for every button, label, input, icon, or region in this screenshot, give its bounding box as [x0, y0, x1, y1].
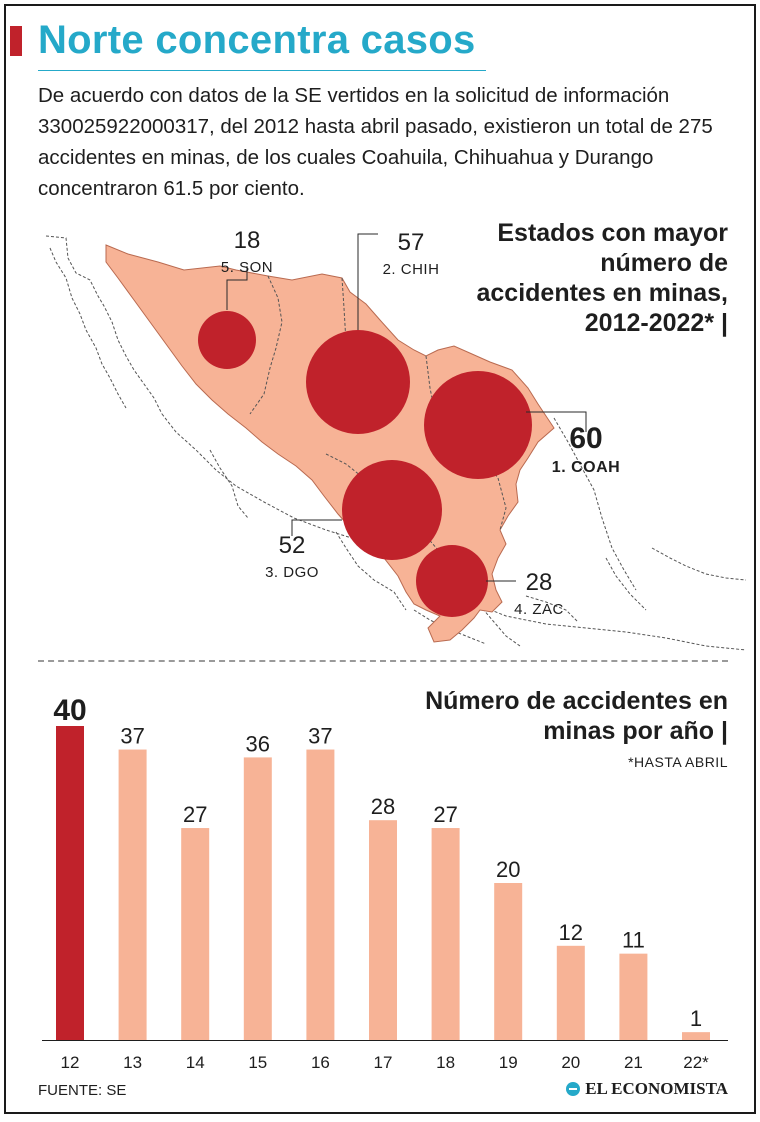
state-borders	[45, 235, 747, 651]
data-label: 28	[371, 794, 395, 819]
state-border-line	[161, 413, 447, 587]
title-rule	[38, 70, 486, 71]
leader-dgo	[291, 519, 342, 536]
data-label: 40	[53, 694, 86, 727]
bar-21	[619, 953, 648, 1040]
state-label-coah: 1. COAH	[552, 459, 620, 476]
x-tick-label: 16	[311, 1053, 330, 1072]
state-border-line	[209, 449, 249, 519]
state-border-line	[553, 417, 637, 591]
bar-12	[56, 726, 84, 1040]
bar-chart: 40 12 37 13 27 14 36 15 37 16 28 17 27 18 20 19 12 20 11 21…	[42, 694, 728, 1072]
data-label: 20	[496, 857, 520, 882]
chart-heading: Número de accidentes en minas por año |	[425, 687, 728, 745]
x-tick-label: 21	[624, 1053, 643, 1072]
bubble-son	[198, 311, 256, 369]
brand-icon	[566, 1082, 581, 1096]
state-label-dgo: 3. DGO	[265, 564, 319, 581]
state-bubbles	[198, 311, 532, 617]
bar-13	[118, 749, 147, 1040]
x-tick-label: 14	[186, 1053, 205, 1072]
bar-22*	[682, 1032, 710, 1040]
bar-18	[431, 828, 460, 1040]
state-border-line	[525, 595, 579, 623]
leader-chih	[357, 233, 378, 330]
data-label: 27	[183, 802, 207, 827]
state-border-line	[49, 247, 127, 409]
state-border-line	[605, 557, 647, 611]
bar-15	[243, 757, 272, 1040]
x-tick-label: 17	[374, 1053, 393, 1072]
source-note: FUENTE: SE	[38, 1082, 127, 1099]
bar-20	[556, 945, 585, 1040]
x-tick-label: 22*	[683, 1053, 709, 1072]
state-border-line	[45, 235, 163, 415]
data-label: 37	[120, 724, 144, 749]
bubble-dgo	[342, 460, 442, 560]
value-label-dgo: 52	[279, 532, 306, 559]
infographic: Norte concentra casos De acuerdo con dat…	[4, 4, 756, 1114]
data-label: 12	[559, 920, 583, 945]
bar-17	[369, 820, 397, 1040]
state-border-line	[335, 531, 407, 611]
state-label-son: 5. SON	[221, 259, 273, 276]
inner-state-border	[249, 275, 283, 415]
leader-coah	[526, 411, 587, 432]
data-label: 37	[308, 724, 332, 749]
state-border-line	[651, 547, 747, 581]
chart-footnote: *HASTA ABRIL	[628, 754, 728, 770]
value-label-chih: 57	[398, 229, 425, 256]
brand-logo: EL ECONOMISTA	[566, 1079, 728, 1099]
x-tick-label: 12	[61, 1053, 80, 1072]
value-label-zac: 28	[526, 569, 553, 596]
bubble-chih	[306, 330, 410, 434]
x-tick-label: 18	[436, 1053, 455, 1072]
intro-text: De acuerdo con datos de la SE vertidos e…	[38, 84, 713, 200]
bar-19	[494, 883, 523, 1040]
leader-son	[226, 266, 248, 310]
section-divider	[38, 660, 728, 662]
value-label-son: 18	[234, 227, 261, 254]
mexico-map: 60 1. COAH 57 2. CHIH 52 3. DGO 28 4. ZAC 18 5. S…	[45, 227, 747, 651]
x-tick-label: 15	[248, 1053, 267, 1072]
bar-16	[306, 749, 335, 1040]
data-label: 36	[246, 731, 270, 756]
data-label: 11	[622, 928, 645, 953]
data-label: 1	[690, 1006, 702, 1031]
brand-name: EL ECONOMISTA	[585, 1079, 728, 1098]
state-label-zac: 4. ZAC	[514, 601, 564, 618]
leader-lines	[226, 233, 587, 582]
value-label-coah: 60	[569, 422, 602, 455]
bar-14	[181, 828, 210, 1040]
state-labels: 60 1. COAH 57 2. CHIH 52 3. DGO 28 4. ZAC 18 5. S…	[221, 227, 620, 618]
state-label-chih: 2. CHIH	[383, 261, 440, 278]
bubble-coah	[424, 371, 532, 479]
x-tick-label: 13	[123, 1053, 142, 1072]
map-heading: Estados con mayor número de accidentes e…	[476, 219, 728, 337]
page-title: Norte concentra casos	[38, 18, 476, 62]
bubble-zac	[416, 545, 488, 617]
x-tick-label: 20	[561, 1053, 580, 1072]
data-label: 27	[433, 802, 457, 827]
x-tick-label: 19	[499, 1053, 518, 1072]
title-accent-bar	[10, 26, 22, 56]
